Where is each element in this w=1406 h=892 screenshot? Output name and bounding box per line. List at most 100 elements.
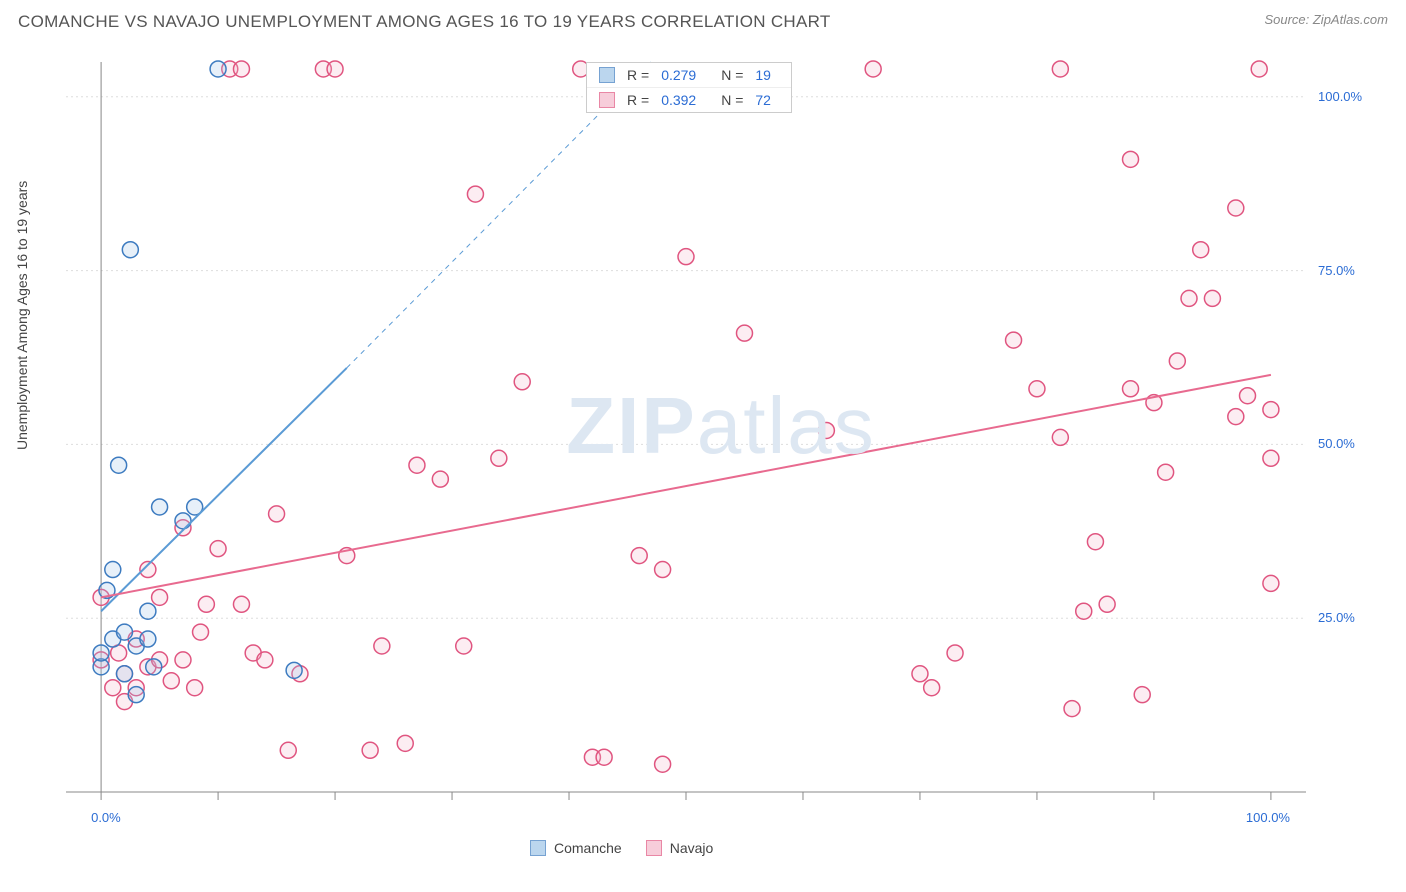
data-point [1052, 61, 1068, 77]
data-point [175, 513, 191, 529]
r-label: R = [627, 92, 649, 108]
data-point [257, 652, 273, 668]
data-point [286, 662, 302, 678]
data-point [280, 742, 296, 758]
chart-title: COMANCHE VS NAVAJO UNEMPLOYMENT AMONG AG… [18, 12, 831, 32]
data-point [128, 687, 144, 703]
data-point [152, 589, 168, 605]
data-point [1240, 388, 1256, 404]
data-point [198, 596, 214, 612]
correlation-legend: R = 0.279 N = 19 R = 0.392 N = 72 [586, 62, 792, 113]
data-point [1029, 381, 1045, 397]
data-point [140, 631, 156, 647]
x-tick-label: 100.0% [1246, 810, 1290, 825]
data-point [105, 680, 121, 696]
data-point [1263, 402, 1279, 418]
data-point [924, 680, 940, 696]
data-point [175, 652, 191, 668]
data-point [1006, 332, 1022, 348]
series-legend: Comanche Navajo [530, 840, 713, 856]
y-tick-label: 50.0% [1318, 436, 1355, 451]
data-point [116, 666, 132, 682]
data-point [1064, 701, 1080, 717]
y-tick-label: 25.0% [1318, 610, 1355, 625]
data-point [362, 742, 378, 758]
scatter-plot [56, 52, 1386, 832]
chart-area: ZIPatlas R = 0.279 N = 19 R = 0.392 N = … [56, 52, 1386, 832]
data-point [105, 562, 121, 578]
data-point [1158, 464, 1174, 480]
r-value: 0.392 [661, 92, 709, 108]
data-point [1123, 381, 1139, 397]
n-value: 72 [755, 92, 779, 108]
data-point [947, 645, 963, 661]
data-point [1123, 151, 1139, 167]
data-point [1181, 290, 1197, 306]
y-axis-label: Unemployment Among Ages 16 to 19 years [14, 181, 30, 450]
data-point [374, 638, 390, 654]
data-point [514, 374, 530, 390]
data-point [1263, 575, 1279, 591]
data-point [467, 186, 483, 202]
trend-line [101, 375, 1271, 597]
x-tick-label: 0.0% [91, 810, 121, 825]
data-point [1134, 687, 1150, 703]
data-point [187, 680, 203, 696]
legend-swatch [599, 92, 615, 108]
data-point [327, 61, 343, 77]
legend-item: Comanche [530, 840, 622, 856]
legend-label: Navajo [670, 840, 714, 856]
data-point [1052, 429, 1068, 445]
r-label: R = [627, 67, 649, 83]
data-point [122, 242, 138, 258]
r-value: 0.279 [661, 67, 709, 83]
data-point [193, 624, 209, 640]
data-point [1193, 242, 1209, 258]
data-point [1228, 409, 1244, 425]
data-point [233, 61, 249, 77]
y-tick-label: 100.0% [1318, 89, 1362, 104]
data-point [140, 603, 156, 619]
data-point [210, 541, 226, 557]
data-point [152, 499, 168, 515]
y-tick-label: 75.0% [1318, 263, 1355, 278]
legend-row: R = 0.392 N = 72 [587, 88, 791, 112]
data-point [1263, 450, 1279, 466]
n-label: N = [721, 67, 743, 83]
data-point [1169, 353, 1185, 369]
data-point [1228, 200, 1244, 216]
data-point [111, 457, 127, 473]
data-point [655, 756, 671, 772]
data-point [233, 596, 249, 612]
data-point [491, 450, 507, 466]
data-point [818, 422, 834, 438]
data-point [1076, 603, 1092, 619]
data-point [1204, 290, 1220, 306]
data-point [655, 562, 671, 578]
legend-row: R = 0.279 N = 19 [587, 63, 791, 88]
data-point [736, 325, 752, 341]
data-point [146, 659, 162, 675]
data-point [432, 471, 448, 487]
data-point [1099, 596, 1115, 612]
legend-swatch [599, 67, 615, 83]
n-value: 19 [755, 67, 779, 83]
legend-swatch [530, 840, 546, 856]
legend-label: Comanche [554, 840, 622, 856]
data-point [1251, 61, 1267, 77]
data-point [678, 249, 694, 265]
n-label: N = [721, 92, 743, 108]
data-point [397, 735, 413, 751]
data-point [210, 61, 226, 77]
data-point [912, 666, 928, 682]
source-attribution: Source: ZipAtlas.com [1264, 12, 1388, 27]
legend-swatch [646, 840, 662, 856]
data-point [409, 457, 425, 473]
data-point [163, 673, 179, 689]
data-point [1087, 534, 1103, 550]
data-point [596, 749, 612, 765]
data-point [269, 506, 285, 522]
data-point [93, 645, 109, 661]
data-point [865, 61, 881, 77]
legend-item: Navajo [646, 840, 714, 856]
